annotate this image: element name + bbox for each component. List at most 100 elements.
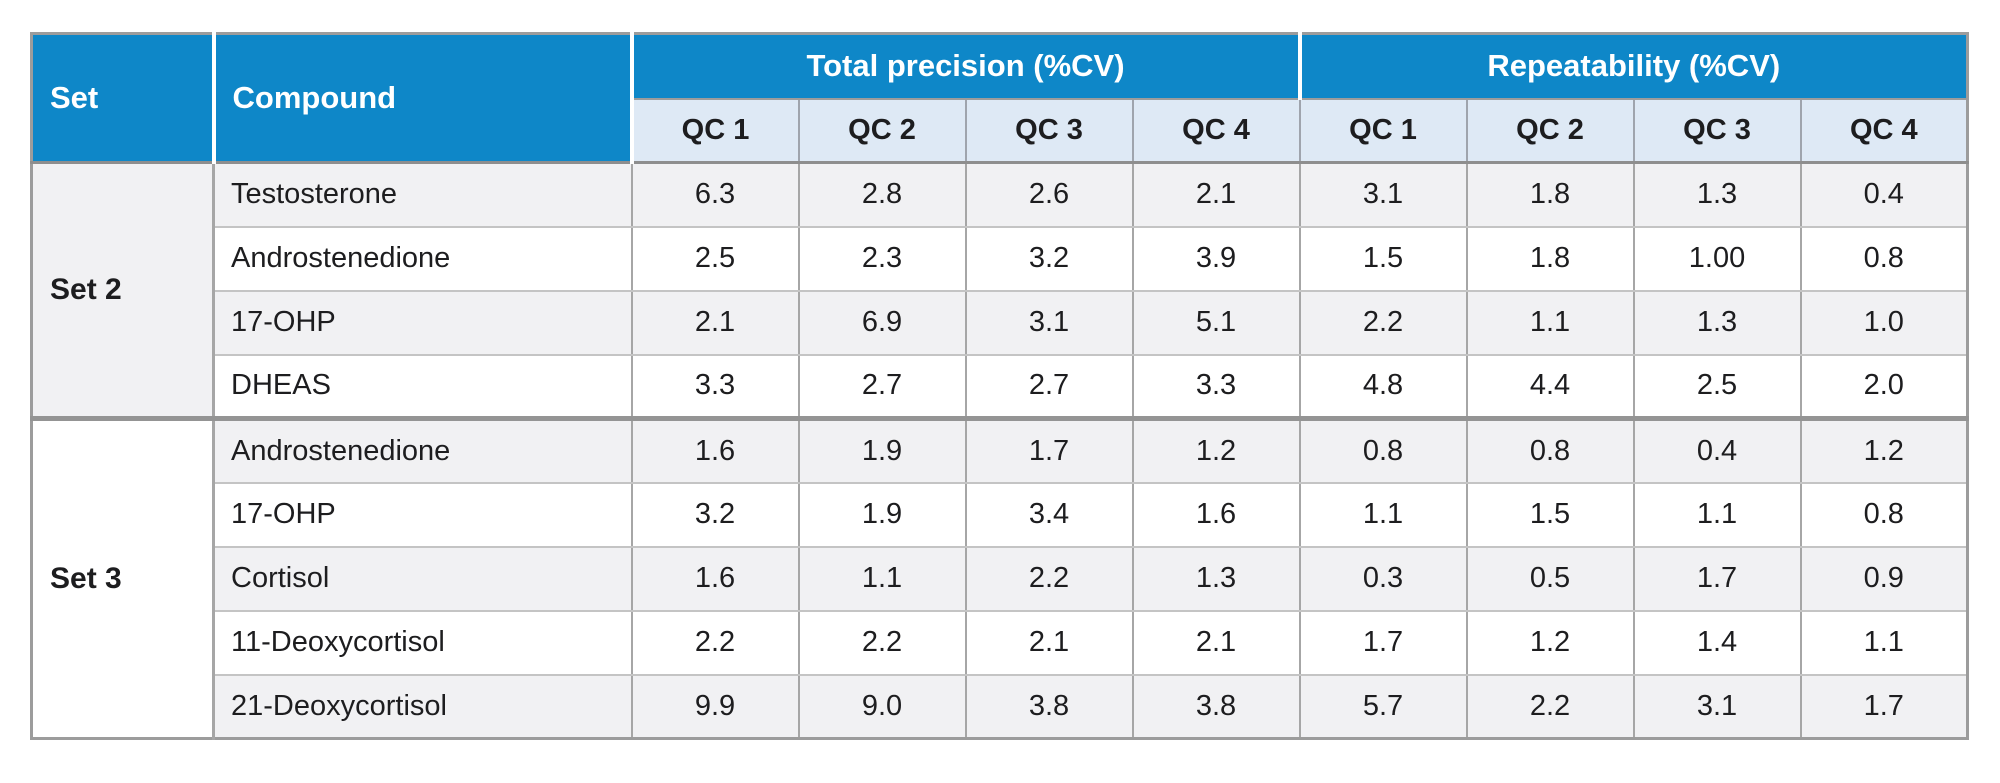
value-cell: 3.1 <box>1298 161 1468 228</box>
qc-column-header-rep1: QC 1 <box>1298 98 1468 164</box>
value-cell: 1.1 <box>1799 609 1969 676</box>
qc-column-header-rep4: QC 4 <box>1799 98 1969 164</box>
qc-column-header-tp3: QC 3 <box>964 98 1134 164</box>
table-row: Cortisol 1.6 1.1 2.2 1.3 0.3 0.5 1.7 0.9 <box>32 545 1969 612</box>
value-cell: 1.5 <box>1298 225 1468 292</box>
value-cell: 0.5 <box>1465 545 1635 612</box>
value-cell: 2.1 <box>964 609 1134 676</box>
table-row: 17-OHP 3.2 1.9 3.4 1.6 1.1 1.5 1.1 0.8 <box>32 481 1969 548</box>
value-cell: 1.7 <box>964 416 1134 484</box>
value-cell: 2.1 <box>630 289 800 356</box>
value-cell: 2.2 <box>630 609 800 676</box>
value-cell: 2.7 <box>964 353 1134 420</box>
value-cell: 1.9 <box>797 481 967 548</box>
value-cell: 2.7 <box>797 353 967 420</box>
table-row: 21-Deoxycortisol 9.9 9.0 3.8 3.8 5.7 2.2… <box>32 673 1969 740</box>
compound-cell: 11-Deoxycortisol <box>212 609 633 676</box>
value-cell: 2.2 <box>1465 673 1635 740</box>
value-cell: 4.8 <box>1298 353 1468 420</box>
precision-table: Set Compound Total precision (%CV) Repea… <box>30 32 1970 740</box>
compound-column-header: Compound <box>213 33 634 164</box>
value-cell: 1.7 <box>1298 609 1468 676</box>
table-row: 11-Deoxycortisol 2.2 2.2 2.1 2.1 1.7 1.2… <box>32 609 1969 676</box>
value-cell: 1.1 <box>1465 289 1635 356</box>
value-cell: 3.2 <box>630 481 800 548</box>
qc-column-header-tp2: QC 2 <box>797 98 967 164</box>
qc-column-header-tp4: QC 4 <box>1131 98 1301 164</box>
compound-cell: Androstenedione <box>212 225 633 292</box>
table-row: Set 2 Testosterone 6.3 2.8 2.6 2.1 3.1 1… <box>30 161 1969 420</box>
repeatability-section-header: Repeatability (%CV) <box>1297 32 1968 100</box>
value-cell: 1.4 <box>1632 609 1802 676</box>
value-cell: 3.1 <box>964 289 1134 356</box>
value-cell: 6.9 <box>797 289 967 356</box>
qc-column-header-tp1: QC 1 <box>630 98 800 164</box>
value-cell: 0.4 <box>1799 161 1969 228</box>
table-row: DHEAS 3.3 2.7 2.7 3.3 4.8 4.4 2.5 2.0 <box>32 353 1969 420</box>
value-cell: 1.5 <box>1465 481 1635 548</box>
compound-cell: 21-Deoxycortisol <box>212 673 633 740</box>
value-cell: 1.8 <box>1465 161 1635 228</box>
compound-cell: 17-OHP <box>212 481 633 548</box>
value-cell: 0.9 <box>1799 545 1969 612</box>
table-row: 17-OHP 2.1 6.9 3.1 5.1 2.2 1.1 1.3 1.0 <box>32 289 1969 356</box>
value-cell: 1.7 <box>1799 673 1969 740</box>
value-cell: 3.8 <box>1131 673 1301 740</box>
value-cell: 1.00 <box>1632 225 1802 292</box>
value-cell: 1.1 <box>797 545 967 612</box>
value-cell: 2.1 <box>1131 609 1301 676</box>
qc-column-header-rep2: QC 2 <box>1465 98 1635 164</box>
value-cell: 3.8 <box>964 673 1134 740</box>
compound-cell: Androstenedione <box>212 416 633 484</box>
value-cell: 3.1 <box>1632 673 1802 740</box>
value-cell: 2.2 <box>797 609 967 676</box>
value-cell: 2.2 <box>964 545 1134 612</box>
value-cell: 3.3 <box>630 353 800 420</box>
value-cell: 1.2 <box>1799 416 1969 484</box>
total-precision-section-header: Total precision (%CV) <box>631 32 1300 100</box>
value-cell: 1.6 <box>1131 481 1301 548</box>
value-cell: 0.8 <box>1799 225 1969 292</box>
value-cell: 1.7 <box>1632 545 1802 612</box>
value-cell: 1.0 <box>1799 289 1969 356</box>
value-cell: 2.8 <box>797 161 967 228</box>
compound-cell: Testosterone <box>212 161 633 228</box>
value-cell: 2.2 <box>1298 289 1468 356</box>
compound-cell: 17-OHP <box>212 289 633 356</box>
value-cell: 1.6 <box>630 416 800 484</box>
value-cell: 1.3 <box>1632 161 1802 228</box>
value-cell: 1.1 <box>1298 481 1468 548</box>
value-cell: 1.8 <box>1465 225 1635 292</box>
value-cell: 3.9 <box>1131 225 1301 292</box>
value-cell: 3.4 <box>964 481 1134 548</box>
value-cell: 9.9 <box>630 673 800 740</box>
qc-column-header-rep3: QC 3 <box>1632 98 1802 164</box>
value-cell: 3.3 <box>1131 353 1301 420</box>
qc-header-row: QC 1 QC 2 QC 3 QC 4 QC 1 QC 2 QC 3 QC 4 <box>32 98 1969 164</box>
value-cell: 2.0 <box>1799 353 1969 420</box>
value-cell: 1.1 <box>1632 481 1802 548</box>
value-cell: 1.3 <box>1131 545 1301 612</box>
value-cell: 5.7 <box>1298 673 1468 740</box>
value-cell: 2.3 <box>797 225 967 292</box>
value-cell: 2.5 <box>630 225 800 292</box>
set-group-cell-set3: Set 3 <box>30 416 215 740</box>
compound-cell: DHEAS <box>212 353 633 420</box>
compound-cell: Cortisol <box>212 545 633 612</box>
value-cell: 1.2 <box>1465 609 1635 676</box>
value-cell: 1.3 <box>1632 289 1802 356</box>
table-row: Set 3 Androstenedione 1.6 1.9 1.7 1.2 0.… <box>30 416 1969 740</box>
table-row: Androstenedione 2.5 2.3 3.2 3.9 1.5 1.8 … <box>32 225 1969 292</box>
value-cell: 1.9 <box>797 416 967 484</box>
value-cell: 2.5 <box>1632 353 1802 420</box>
value-cell: 3.2 <box>964 225 1134 292</box>
set-column-header: Set <box>31 33 216 164</box>
value-cell: 1.2 <box>1131 416 1301 484</box>
value-cell: 2.6 <box>964 161 1134 228</box>
value-cell: 0.8 <box>1465 416 1635 484</box>
value-cell: 2.1 <box>1131 161 1301 228</box>
value-cell: 5.1 <box>1131 289 1301 356</box>
value-cell: 0.3 <box>1298 545 1468 612</box>
value-cell: 1.6 <box>630 545 800 612</box>
